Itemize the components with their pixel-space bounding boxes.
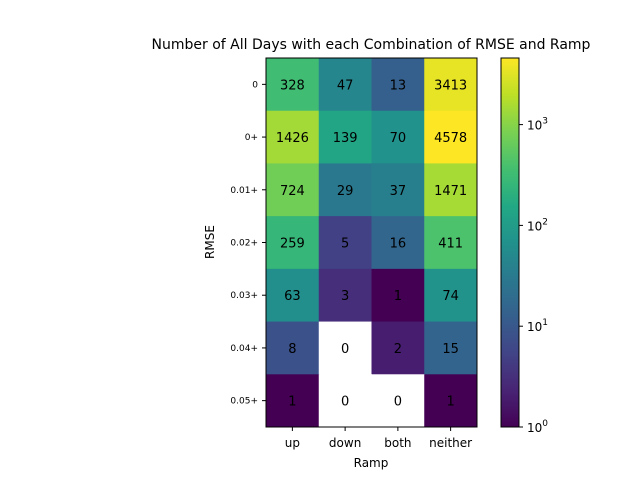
- cell-value-label: 411: [438, 237, 463, 252]
- heatmap-cell: [371, 321, 425, 375]
- cell-value-label: 15: [442, 342, 459, 357]
- chart-title: Number of All Days with each Combination…: [152, 37, 591, 53]
- x-tick-label: down: [329, 436, 361, 450]
- y-axis-ticks: 0 0+ 0.01+ 0.02+ 0.03+ 0.04+ 0.05+: [230, 80, 266, 407]
- cell-value-label: 139: [333, 131, 358, 146]
- heatmap-cell: [318, 374, 372, 428]
- cell-value-label: 0: [394, 395, 402, 410]
- heatmap-cell: [318, 58, 372, 112]
- cell-value-label: 0: [341, 342, 349, 357]
- colorbar-tick-label: 100: [527, 419, 548, 435]
- y-tick-label: 0.01+: [230, 186, 258, 196]
- cell-value-label: 3: [341, 289, 349, 304]
- cell-value-label: 13: [390, 78, 407, 93]
- heatmap-cell: [318, 321, 372, 375]
- heatmap-cell: [371, 110, 425, 164]
- heatmap-cell: [424, 268, 478, 323]
- cell-value-label: 259: [280, 237, 305, 252]
- heatmap-cell: [371, 268, 425, 323]
- y-tick-label: 0.05+: [230, 397, 258, 407]
- heatmap-cell: [371, 163, 425, 217]
- heatmap-cell: [424, 110, 478, 164]
- cell-value-label: 328: [280, 78, 305, 93]
- colorbar: [500, 57, 520, 428]
- heatmap-cell: [266, 110, 320, 164]
- cell-value-label: 8: [288, 342, 296, 357]
- x-axis-label: Ramp: [354, 456, 389, 470]
- cell-value-label: 1: [446, 395, 454, 410]
- cell-value-label: 63: [284, 289, 301, 304]
- heatmap-cell: [318, 216, 372, 270]
- cell-value-label: 47: [337, 78, 354, 93]
- colorbar-tick-label: 102: [527, 217, 548, 233]
- heatmap-cell: [266, 216, 320, 270]
- cell-value-label: 5: [341, 237, 349, 252]
- cell-value-label: 724: [280, 184, 305, 199]
- heatmap-cell: [371, 58, 425, 112]
- colorbar-tick-label: 103: [527, 117, 548, 133]
- heatmap-cell: [424, 216, 478, 270]
- x-tick-label: both: [384, 436, 411, 450]
- heatmap-cell: [424, 58, 478, 112]
- heatmap-cell: [318, 110, 372, 164]
- y-tick-label: 0.03+: [230, 291, 258, 301]
- heatmap-cell: [266, 58, 320, 112]
- heatmap-cell: [266, 374, 320, 428]
- heatmap-cell: [424, 321, 478, 375]
- cell-value-label: 1: [288, 395, 296, 410]
- cell-value-label: 1426: [276, 131, 309, 146]
- heatmap-cell: [266, 268, 320, 323]
- y-tick-label: 0: [252, 80, 258, 90]
- cell-value-label: 37: [390, 184, 407, 199]
- heatmap-cell: [424, 374, 478, 428]
- x-axis-ticks: up down both neither: [285, 427, 472, 450]
- y-axis-label: RMSE: [203, 225, 217, 259]
- x-tick-label: neither: [429, 436, 472, 450]
- y-tick-label: 0.04+: [230, 344, 258, 354]
- cell-value-label: 2: [394, 342, 402, 357]
- cell-value-label: 16: [390, 237, 407, 252]
- heatmap-cell: [424, 163, 478, 217]
- y-tick-label: 0+: [245, 133, 258, 143]
- cell-value-label: 4578: [434, 131, 467, 146]
- heatmap-cell: [371, 216, 425, 270]
- cell-value-label: 1: [394, 289, 402, 304]
- x-tick-label: up: [285, 436, 300, 450]
- colorbar-tick-label: 101: [527, 318, 548, 334]
- cell-value-label: 1471: [434, 184, 467, 199]
- y-tick-label: 0.02+: [230, 239, 258, 249]
- colorbar-ticks: 100 101 102 103: [519, 117, 548, 435]
- heatmap-cell: [266, 321, 320, 375]
- cell-value-label: 74: [442, 289, 459, 304]
- heatmap-cell: [266, 163, 320, 217]
- cell-value-label: 29: [337, 184, 354, 199]
- heatmap-cell: [318, 163, 372, 217]
- cell-value-label: 0: [341, 395, 349, 410]
- heatmap-cell: [371, 374, 425, 428]
- cell-value-label: 70: [390, 131, 407, 146]
- heatmap-cell: [318, 268, 372, 323]
- cell-value-label: 3413: [434, 78, 467, 93]
